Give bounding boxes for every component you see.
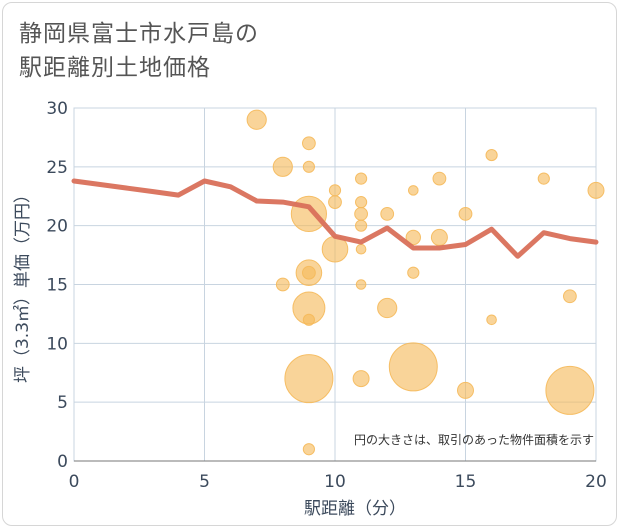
scatter-point <box>275 277 290 292</box>
scatter-point <box>377 297 398 319</box>
labels: 0 5 10 15 20 0 5 10 15 20 25 30 駅距離（分） 坪（3.3㎡）単価（万円） 円… <box>13 99 607 519</box>
scatter-point <box>355 172 368 185</box>
scatter-point <box>380 207 395 221</box>
scatter-point <box>302 443 315 456</box>
x-tick-label: 15 <box>455 472 477 492</box>
y-tick-label: 5 <box>57 393 68 413</box>
scatter-point <box>405 229 421 246</box>
scatter-point <box>545 365 595 415</box>
scatter-point <box>302 160 315 173</box>
scatter-point <box>355 279 367 290</box>
scatter-point <box>486 314 497 326</box>
scatter-point <box>537 172 550 185</box>
scatter-point <box>246 109 267 130</box>
scatter-point <box>563 289 577 304</box>
chart-title: 静岡県富士市水戸島の 駅距離別土地価格 <box>19 17 259 85</box>
x-tick-label: 10 <box>324 472 346 492</box>
x-tick-label: 0 <box>69 472 80 492</box>
scatter-point <box>328 184 342 197</box>
scatter-point <box>355 219 368 232</box>
scatter-point <box>432 171 447 186</box>
scatter-point <box>587 181 605 199</box>
scatter-point <box>458 207 473 221</box>
scatter-point <box>408 185 419 196</box>
scatter-point <box>355 243 367 255</box>
title-line-1: 静岡県富士市水戸島の <box>19 21 259 47</box>
x-axis-title: 駅距離（分） <box>304 499 406 519</box>
size-note: 円の大きさは、取引のあった物件面積を示す <box>354 432 594 447</box>
scatter-point <box>302 136 316 151</box>
average-line-group <box>71 178 599 259</box>
scatter-point <box>407 266 420 279</box>
y-tick-label: 15 <box>46 276 68 296</box>
scatter-point <box>388 342 438 392</box>
scatter-point <box>485 148 498 162</box>
y-axis-title: 坪（3.3㎡）単価（万円） <box>13 186 33 383</box>
y-tick-label: 20 <box>46 217 68 237</box>
scatter-point <box>302 265 316 280</box>
scatter-point <box>352 370 370 388</box>
x-tick-label: 5 <box>199 472 210 492</box>
scatter-point <box>355 196 368 209</box>
scatter-point <box>302 313 315 326</box>
title-line-2: 駅距離別土地価格 <box>19 55 211 81</box>
average-line <box>71 178 599 259</box>
y-tick-label: 25 <box>46 158 68 178</box>
bubbles <box>246 109 605 456</box>
y-tick-label: 30 <box>46 99 68 119</box>
scatter-point <box>284 354 334 404</box>
scatter-point <box>290 195 327 232</box>
y-tick-label: 10 <box>46 334 68 354</box>
scatter-point <box>272 156 293 177</box>
grid <box>73 107 597 462</box>
scatter-point <box>457 381 474 399</box>
scatter-point <box>328 195 342 210</box>
y-tick-label: 0 <box>57 452 68 472</box>
x-tick-label: 20 <box>585 472 607 492</box>
scatter-point <box>354 207 369 221</box>
scatter-point <box>430 228 448 246</box>
